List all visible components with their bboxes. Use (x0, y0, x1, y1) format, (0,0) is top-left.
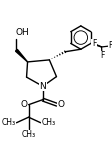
Text: F: F (99, 51, 103, 60)
Polygon shape (15, 49, 27, 62)
Text: OH: OH (15, 28, 29, 37)
Text: N: N (39, 82, 46, 91)
Text: O: O (57, 100, 64, 109)
Text: CH₃: CH₃ (1, 118, 15, 127)
Text: F: F (91, 39, 95, 48)
Text: O: O (20, 100, 27, 109)
Text: CH₃: CH₃ (21, 130, 35, 139)
Text: F: F (107, 41, 111, 50)
Text: CH₃: CH₃ (41, 118, 55, 127)
